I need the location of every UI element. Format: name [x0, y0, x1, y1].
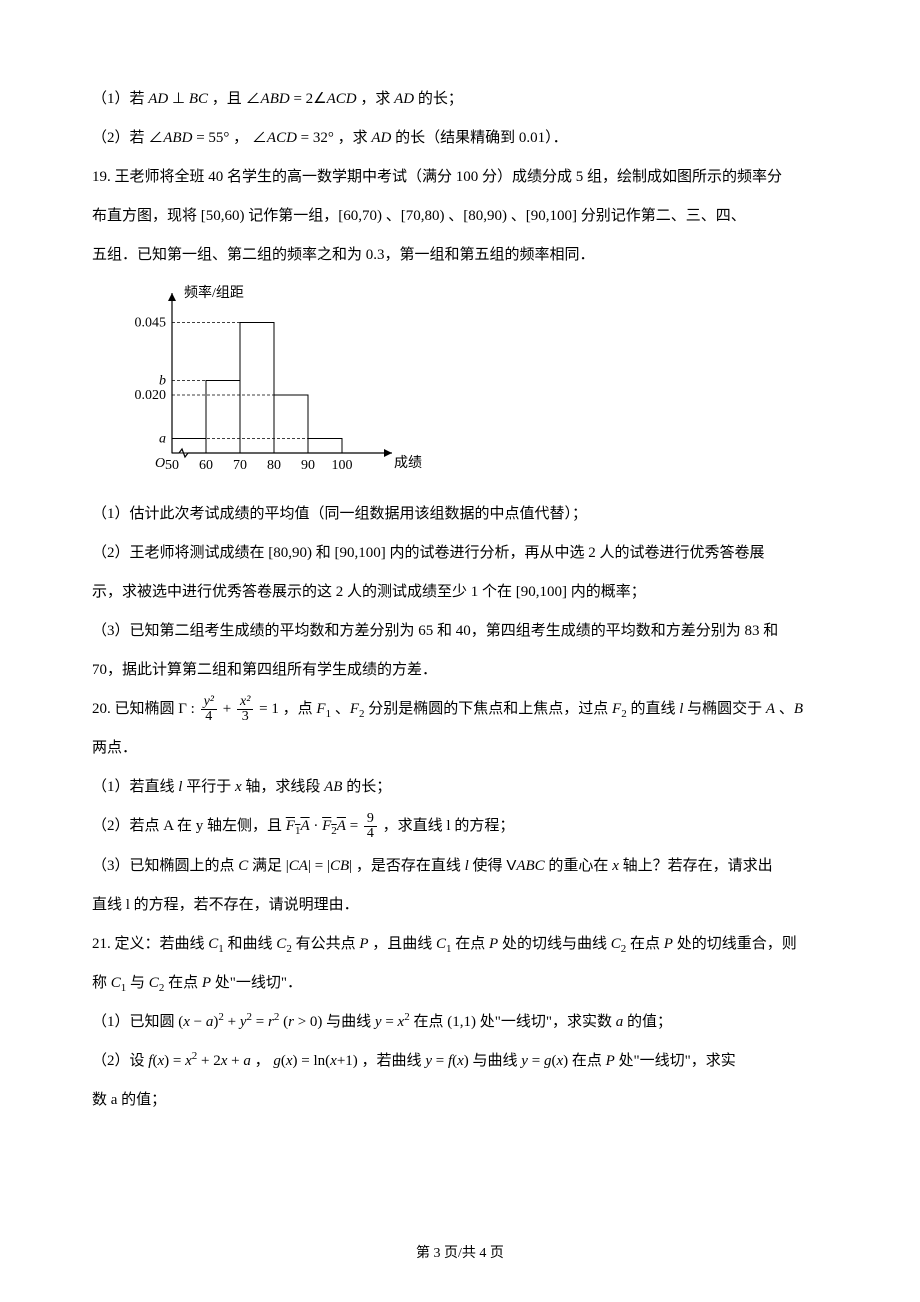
page-footer: 第 3 页/共 4 页 — [0, 1236, 920, 1272]
svg-text:60: 60 — [199, 458, 213, 473]
svg-text:0.020: 0.020 — [135, 388, 167, 403]
vector-f1a: F1A — [286, 818, 310, 834]
svg-text:80: 80 — [267, 458, 281, 473]
svg-text:频率/组距: 频率/组距 — [184, 284, 244, 301]
q20-intro-l1: 20. 已知椭圆 Γ : y² 4 + x² 3 = 1 ，点 F1 、F2 分… — [92, 690, 828, 729]
svg-text:100: 100 — [332, 458, 353, 473]
q21-part2-l2: 数 a 的值； — [92, 1081, 828, 1120]
dot-den: 4 — [364, 827, 377, 841]
q19-intro-l1: 19. 王老师将全班 40 名学生的高一数学期中考试（满分 100 分）成绩分成… — [92, 158, 828, 197]
vector-f2a: F2A — [322, 818, 346, 834]
svg-text:b: b — [159, 374, 166, 389]
q20-part1: （1）若直线 l 平行于 x 轴，求线段 AB 的长； — [92, 768, 828, 807]
q21-intro-l2: 称 C1 与 C2 在点 P 处"一线切"． — [92, 964, 828, 1003]
q18-part1: （1）若 AD ⊥ BC ，且 ∠ABD = 2∠ACD ，求 AD 的长； — [92, 80, 828, 119]
q21-part2-l1: （2）设 f(x) = x2 + 2x + a ， g(x) = ln(x+1)… — [92, 1042, 828, 1081]
q20-intro-post: ，点 F1 、F2 分别是椭圆的下焦点和上焦点，过点 F2 的直线 l 与椭圆交… — [283, 701, 803, 717]
svg-text:O: O — [155, 456, 165, 471]
q19-part2-l2: 示，求被选中进行优秀答卷展示的这 2 人的测试成绩至少 1 个在 [90,100… — [92, 573, 828, 612]
q20-part3-l2: 直线 l 的方程，若不存在，请说明理由． — [92, 886, 828, 925]
svg-text:70: 70 — [233, 458, 247, 473]
q19-intro-l3: 五组．已知第一组、第二组的频率之和为 0.3，第一组和第五组的频率相同． — [92, 236, 828, 275]
ellipse-y-den: 4 — [201, 710, 217, 724]
svg-text:0.045: 0.045 — [135, 316, 167, 331]
q18-part2: （2）若 ∠ABD = 55° ， ∠ACD = 32° ，求 AD 的长（结果… — [92, 119, 828, 158]
ellipse-x-frac: x² 3 — [237, 695, 253, 724]
q19-part2-l1: （2）王老师将测试成绩在 [80,90) 和 [90,100] 内的试卷进行分析… — [92, 534, 828, 573]
dot-num: 9 — [364, 812, 377, 827]
q19-part3-l2: 70，据此计算第二组和第四组所有学生成绩的方差． — [92, 651, 828, 690]
q20-part3-l1: （3）已知椭圆上的点 C 满足 |CA| = |CB| ，是否存在直线 l 使得… — [92, 846, 828, 886]
q19-intro-l2: 布直方图，现将 [50,60) 记作第一组，[60,70) 、[70,80) 、… — [92, 197, 828, 236]
ellipse-x-den: 3 — [237, 710, 253, 724]
svg-text:50: 50 — [165, 458, 179, 473]
q19-part3-l1: （3）已知第二组考生成绩的平均数和方差分别为 65 和 40，第四组考生成绩的平… — [92, 612, 828, 651]
ellipse-y-num: y² — [204, 694, 214, 709]
q19-part1: （1）估计此次考试成绩的平均值（同一组数据用该组数据的中点值代替）； — [92, 495, 828, 534]
q20-intro-pre: 20. 已知椭圆 Γ : — [92, 701, 195, 717]
q21-intro-l1: 21. 定义：若曲线 C1 和曲线 C2 有公共点 P ，且曲线 C1 在点 P… — [92, 925, 828, 964]
q20-part2: （2）若点 A 在 y 轴左侧，且 F1A · F2A = 9 4 ，求直线 l… — [92, 807, 828, 846]
q21-part1: （1）已知圆 (x − a)2 + y2 = r2 (r > 0) 与曲线 y … — [92, 1003, 828, 1042]
q20-part2-post: ，求直线 l 的方程； — [383, 818, 515, 834]
dot-product-value: 9 4 — [364, 812, 377, 841]
svg-text:a: a — [159, 432, 166, 447]
ellipse-x-num: x² — [240, 694, 250, 709]
ellipse-eq: = 1 — [259, 701, 279, 717]
svg-text:90: 90 — [301, 458, 315, 473]
svg-text:成绩(分): 成绩(分) — [394, 455, 422, 471]
ellipse-y-frac: y² 4 — [201, 695, 217, 724]
q20-part2-pre: （2）若点 A 在 y 轴左侧，且 — [92, 818, 282, 834]
histogram: 0.045 b0.020 a 50 60 70 80 90 100 频率/组距成绩(分) O — [112, 283, 828, 483]
q20-intro-l2: 两点． — [92, 729, 828, 768]
